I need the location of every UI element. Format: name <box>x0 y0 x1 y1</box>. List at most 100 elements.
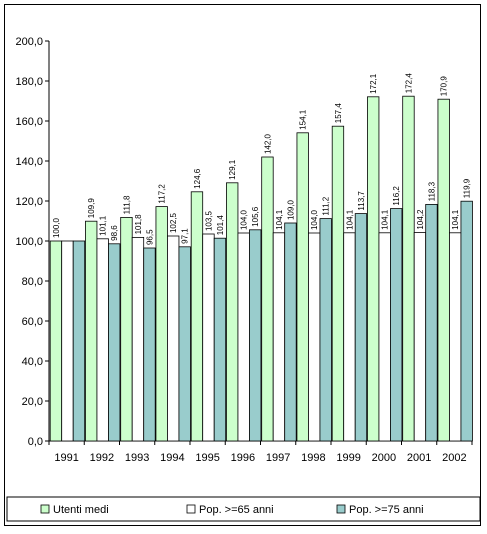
data-label: 104,2 <box>416 209 425 230</box>
bar <box>202 233 215 442</box>
bar <box>178 246 191 442</box>
y-tick-label: 20,0 <box>22 396 43 408</box>
data-label: 97,1 <box>181 228 190 244</box>
bar <box>72 240 86 442</box>
legend: Utenti medi Pop. >=65 anni Pop. >=75 anni <box>6 496 481 522</box>
bar <box>120 216 133 442</box>
legend-swatch <box>336 504 346 514</box>
bar <box>272 232 286 442</box>
data-labels: 100,0 109,9 111,8 117,2 124,6 129,1 142,0 154,1… <box>52 73 472 245</box>
legend-box <box>6 496 481 522</box>
bar <box>413 232 427 442</box>
bar <box>226 182 239 442</box>
bar <box>237 232 250 442</box>
y-tick-label: 40,0 <box>22 356 43 368</box>
bar <box>108 243 121 442</box>
legend-label: Pop. >=65 anni <box>199 504 274 516</box>
bar <box>460 200 473 442</box>
data-label: 172,4 <box>404 73 413 94</box>
data-label: 98,6 <box>110 225 119 241</box>
bar <box>155 206 168 442</box>
bar <box>319 218 332 442</box>
bar <box>378 232 391 442</box>
data-label: 96,5 <box>145 229 154 245</box>
data-label: 103,5 <box>204 210 213 231</box>
axes: 0,0 20,0 40,0 60,0 80,0 100,0 120,0 140,0 160,0 1… <box>15 36 473 464</box>
chart-frame: 0,0 20,0 40,0 60,0 80,0 100,0 120,0 140,0 160,0 1… <box>4 4 481 526</box>
y-tick-label: 80,0 <box>22 276 43 288</box>
bar <box>402 95 415 442</box>
data-label: 124,6 <box>193 168 202 189</box>
data-label: 157,4 <box>334 103 343 124</box>
data-label: 118,3 <box>427 181 436 201</box>
data-label: 111,2 <box>322 196 331 215</box>
data-label: 142,0 <box>263 133 272 154</box>
x-tick-label: 1997 <box>266 452 290 464</box>
data-label: 113,7 <box>357 191 366 211</box>
bar <box>449 232 462 442</box>
data-label: 101,4 <box>216 215 225 236</box>
data-label: 172,1 <box>369 73 378 94</box>
bar <box>367 96 380 442</box>
bar-chart: 0,0 20,0 40,0 60,0 80,0 100,0 120,0 140,0 160,0 1… <box>6 36 481 522</box>
bar <box>167 235 180 442</box>
x-tick-label: 1991 <box>54 452 78 464</box>
data-label: 104,1 <box>451 209 460 230</box>
data-label: 104,1 <box>275 209 284 230</box>
x-tick-label: 1999 <box>336 452 360 464</box>
bar <box>143 247 156 442</box>
y-tick-label: 180,0 <box>15 76 43 88</box>
y-tick-label: 60,0 <box>22 316 43 328</box>
x-tick-label: 1992 <box>90 452 114 464</box>
bar <box>284 222 297 442</box>
y-tick-label: 100,0 <box>15 236 43 248</box>
x-tick-label: 1996 <box>231 452 255 464</box>
data-label: 101,1 <box>99 215 108 236</box>
data-label: 129,1 <box>228 159 237 180</box>
y-tick-label: 160,0 <box>15 116 43 128</box>
y-tick-label: 140,0 <box>15 156 43 168</box>
data-label: 154,1 <box>299 109 308 130</box>
bar <box>61 240 74 442</box>
bar <box>437 98 450 442</box>
data-label: 111,8 <box>122 195 131 214</box>
data-label: 102,5 <box>169 212 178 233</box>
legend-label: Utenti medi <box>53 504 109 516</box>
bar <box>49 240 63 442</box>
bars <box>49 95 473 442</box>
bar <box>85 220 98 442</box>
y-tick-label: 0,0 <box>28 436 43 448</box>
bar <box>249 229 262 442</box>
bar <box>261 156 274 442</box>
legend-label: Pop. >=75 anni <box>349 504 424 516</box>
data-label: 104,0 <box>310 209 319 230</box>
data-label: 104,0 <box>240 209 249 230</box>
x-tick-label: 1998 <box>301 452 325 464</box>
bar <box>354 213 368 442</box>
y-tick-label: 120,0 <box>15 196 43 208</box>
bar <box>308 232 321 442</box>
bar <box>190 191 204 442</box>
legend-swatch <box>186 504 196 514</box>
x-tick-label: 2002 <box>442 452 466 464</box>
data-label: 109,9 <box>87 198 96 219</box>
bar <box>343 232 356 442</box>
data-label: 101,8 <box>134 214 143 235</box>
bar <box>390 208 403 442</box>
data-label: 117,2 <box>158 184 167 204</box>
x-tick-label: 1993 <box>125 452 149 464</box>
data-label: 105,6 <box>251 206 260 227</box>
legend-swatch <box>40 504 50 514</box>
data-label: 104,1 <box>381 209 390 230</box>
bar <box>296 132 309 442</box>
data-label: 170,9 <box>440 76 449 97</box>
bar <box>425 203 438 442</box>
x-tick-label: 1995 <box>195 452 219 464</box>
bar <box>96 238 109 442</box>
bar <box>131 236 145 442</box>
bar <box>331 125 345 442</box>
data-label: 109,0 <box>286 199 295 220</box>
bar <box>213 237 227 442</box>
data-label: 100,0 <box>52 217 61 238</box>
x-tick-label: 1994 <box>160 452 184 464</box>
